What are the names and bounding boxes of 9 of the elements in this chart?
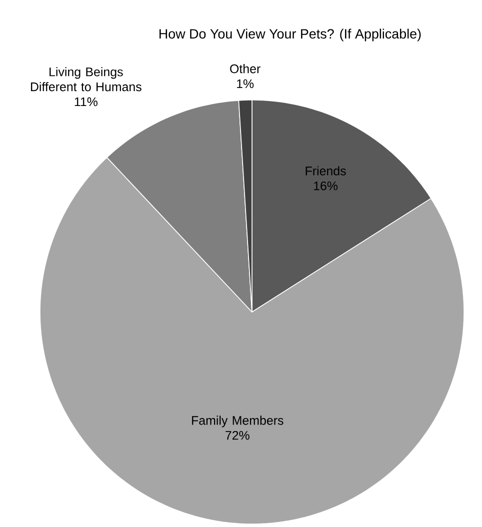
data-label: 1% bbox=[237, 79, 254, 88]
data-label: 11% bbox=[74, 97, 98, 106]
data-label: 72% bbox=[226, 430, 250, 440]
slice-label: Family Members bbox=[192, 416, 284, 428]
slice-label: Friends bbox=[306, 166, 346, 176]
slice-label: Other bbox=[230, 64, 260, 74]
data-label: 16% bbox=[314, 181, 338, 190]
chart-title: How Do You View Your Pets? (If Applicable) bbox=[160, 28, 421, 42]
slice-label: Living Beings Different to Humans bbox=[30, 67, 142, 92]
